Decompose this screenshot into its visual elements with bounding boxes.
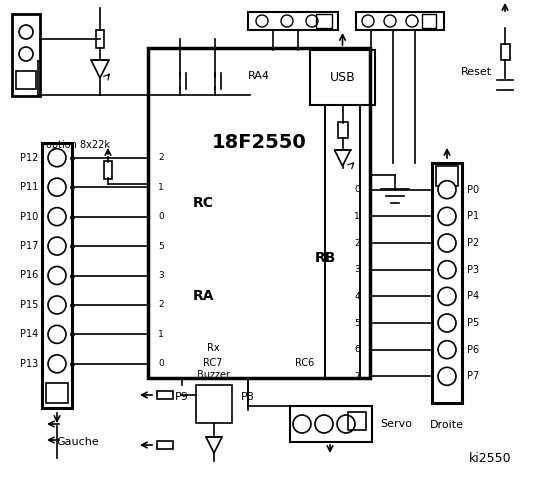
Text: P3: P3 [467, 264, 479, 275]
Text: 2: 2 [158, 300, 164, 310]
Bar [436, 167, 458, 186]
Text: option 8x22k: option 8x22k [46, 140, 110, 150]
Circle shape [48, 355, 66, 373]
Bar [500, 44, 509, 60]
Bar [422, 14, 436, 28]
Text: 0: 0 [158, 360, 164, 368]
Bar [157, 441, 173, 449]
Bar [12, 14, 40, 96]
Bar [310, 50, 375, 105]
Text: Reset: Reset [461, 67, 492, 77]
Text: 1: 1 [158, 183, 164, 192]
Text: 0: 0 [158, 212, 164, 221]
Text: P14: P14 [20, 329, 38, 339]
Text: 7: 7 [354, 372, 360, 381]
Circle shape [438, 234, 456, 252]
Text: P7: P7 [467, 372, 479, 381]
Circle shape [48, 266, 66, 285]
Text: RC7: RC7 [204, 358, 223, 368]
Circle shape [306, 15, 318, 27]
Text: 1: 1 [158, 330, 164, 339]
Circle shape [48, 325, 66, 343]
Bar [248, 12, 338, 30]
Bar [96, 30, 104, 48]
Text: P0: P0 [467, 185, 479, 195]
Circle shape [438, 288, 456, 305]
Text: 3: 3 [354, 265, 360, 274]
Circle shape [19, 47, 33, 61]
Text: 6: 6 [354, 345, 360, 354]
Circle shape [438, 180, 456, 199]
Circle shape [406, 15, 418, 27]
Circle shape [48, 149, 66, 167]
Text: P2: P2 [467, 238, 479, 248]
Circle shape [438, 261, 456, 279]
Bar [290, 406, 372, 442]
Text: RB: RB [314, 251, 336, 265]
Circle shape [337, 415, 355, 433]
Text: P15: P15 [19, 300, 38, 310]
Circle shape [48, 208, 66, 226]
Text: P6: P6 [467, 345, 479, 355]
Circle shape [315, 415, 333, 433]
Bar [148, 48, 370, 378]
Circle shape [19, 25, 33, 39]
Circle shape [48, 178, 66, 196]
Circle shape [438, 367, 456, 385]
Text: P11: P11 [20, 182, 38, 192]
Text: P17: P17 [19, 241, 38, 251]
Bar [356, 12, 444, 30]
Bar [42, 143, 72, 408]
Text: P4: P4 [467, 291, 479, 301]
Text: 1: 1 [354, 212, 360, 221]
Text: 5: 5 [354, 319, 360, 327]
Circle shape [384, 15, 396, 27]
Text: 4: 4 [354, 292, 360, 301]
Text: P13: P13 [20, 359, 38, 369]
Text: 2: 2 [158, 153, 164, 162]
Text: P10: P10 [20, 212, 38, 222]
Circle shape [438, 207, 456, 225]
Text: 2: 2 [354, 239, 360, 248]
Circle shape [48, 237, 66, 255]
Bar [432, 163, 462, 403]
Circle shape [293, 415, 311, 433]
Text: 5: 5 [158, 241, 164, 251]
Text: 18F2550: 18F2550 [212, 133, 306, 153]
Text: P1: P1 [467, 211, 479, 221]
Bar [316, 14, 332, 28]
Text: P8: P8 [241, 392, 255, 402]
Text: RC6: RC6 [295, 358, 315, 368]
Bar [16, 71, 36, 89]
Text: Droite: Droite [430, 420, 464, 430]
Text: RA: RA [192, 289, 214, 303]
Circle shape [256, 15, 268, 27]
Bar [157, 391, 173, 399]
Bar [337, 122, 347, 138]
Circle shape [362, 15, 374, 27]
Text: P9: P9 [175, 392, 189, 402]
Text: RC: RC [192, 196, 213, 210]
Text: Rx: Rx [207, 343, 220, 353]
Circle shape [438, 341, 456, 359]
Text: P5: P5 [467, 318, 479, 328]
Bar [46, 383, 68, 403]
Text: ki2550: ki2550 [469, 452, 512, 465]
Bar [348, 412, 366, 430]
Circle shape [281, 15, 293, 27]
Circle shape [438, 314, 456, 332]
Circle shape [48, 296, 66, 314]
Text: RA4: RA4 [248, 71, 270, 81]
Bar [104, 161, 112, 179]
Text: Servo: Servo [380, 419, 412, 429]
Text: P16: P16 [20, 271, 38, 280]
Text: 3: 3 [158, 271, 164, 280]
Bar [196, 385, 232, 423]
Text: P12: P12 [19, 153, 38, 163]
Text: Buzzer: Buzzer [197, 370, 231, 380]
Text: 0: 0 [354, 185, 360, 194]
Text: Gauche: Gauche [56, 437, 100, 447]
Text: USB: USB [330, 71, 356, 84]
